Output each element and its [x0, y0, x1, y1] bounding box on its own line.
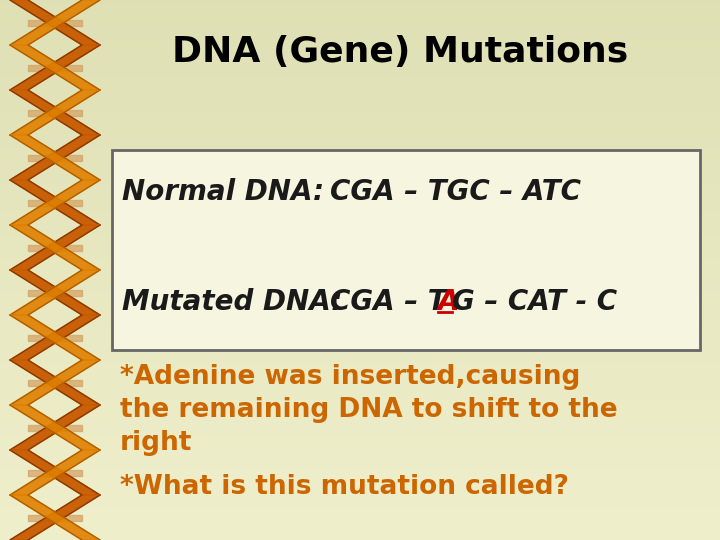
Polygon shape: [10, 180, 100, 225]
Polygon shape: [10, 135, 100, 180]
Text: Normal DNA:: Normal DNA:: [122, 178, 324, 206]
Polygon shape: [10, 0, 100, 45]
Polygon shape: [28, 199, 82, 206]
Text: CGA – T: CGA – T: [330, 288, 446, 316]
FancyBboxPatch shape: [112, 150, 700, 350]
Polygon shape: [10, 225, 100, 270]
Polygon shape: [28, 19, 82, 25]
Polygon shape: [28, 110, 82, 116]
Polygon shape: [10, 0, 100, 45]
Text: CGA – TGC – ATC: CGA – TGC – ATC: [330, 178, 581, 206]
Polygon shape: [10, 90, 100, 135]
Polygon shape: [10, 450, 100, 495]
Polygon shape: [10, 495, 100, 540]
Polygon shape: [10, 315, 100, 360]
Polygon shape: [10, 270, 100, 315]
Polygon shape: [10, 45, 100, 90]
Polygon shape: [28, 154, 82, 160]
Polygon shape: [28, 64, 82, 71]
Polygon shape: [10, 90, 100, 135]
Polygon shape: [10, 315, 100, 360]
Polygon shape: [10, 360, 100, 405]
Polygon shape: [28, 424, 82, 430]
Polygon shape: [10, 45, 100, 90]
Text: right: right: [120, 430, 192, 456]
Polygon shape: [28, 245, 82, 251]
Polygon shape: [28, 334, 82, 341]
Polygon shape: [10, 405, 100, 450]
Polygon shape: [10, 180, 100, 225]
Text: A: A: [438, 288, 459, 316]
Text: *Adenine was inserted,causing: *Adenine was inserted,causing: [120, 364, 580, 390]
Polygon shape: [10, 450, 100, 495]
Polygon shape: [28, 469, 82, 476]
Polygon shape: [28, 515, 82, 521]
Polygon shape: [10, 135, 100, 180]
Text: *What is this mutation called?: *What is this mutation called?: [120, 474, 569, 500]
Text: DNA (Gene) Mutations: DNA (Gene) Mutations: [172, 35, 628, 69]
Polygon shape: [10, 270, 100, 315]
Polygon shape: [10, 405, 100, 450]
Polygon shape: [28, 289, 82, 295]
Polygon shape: [10, 360, 100, 405]
Text: the remaining DNA to shift to the: the remaining DNA to shift to the: [120, 397, 618, 423]
Text: G – CAT - C: G – CAT - C: [452, 288, 617, 316]
Text: Mutated DNA:: Mutated DNA:: [122, 288, 343, 316]
Polygon shape: [10, 495, 100, 540]
Polygon shape: [10, 225, 100, 270]
Polygon shape: [28, 380, 82, 386]
